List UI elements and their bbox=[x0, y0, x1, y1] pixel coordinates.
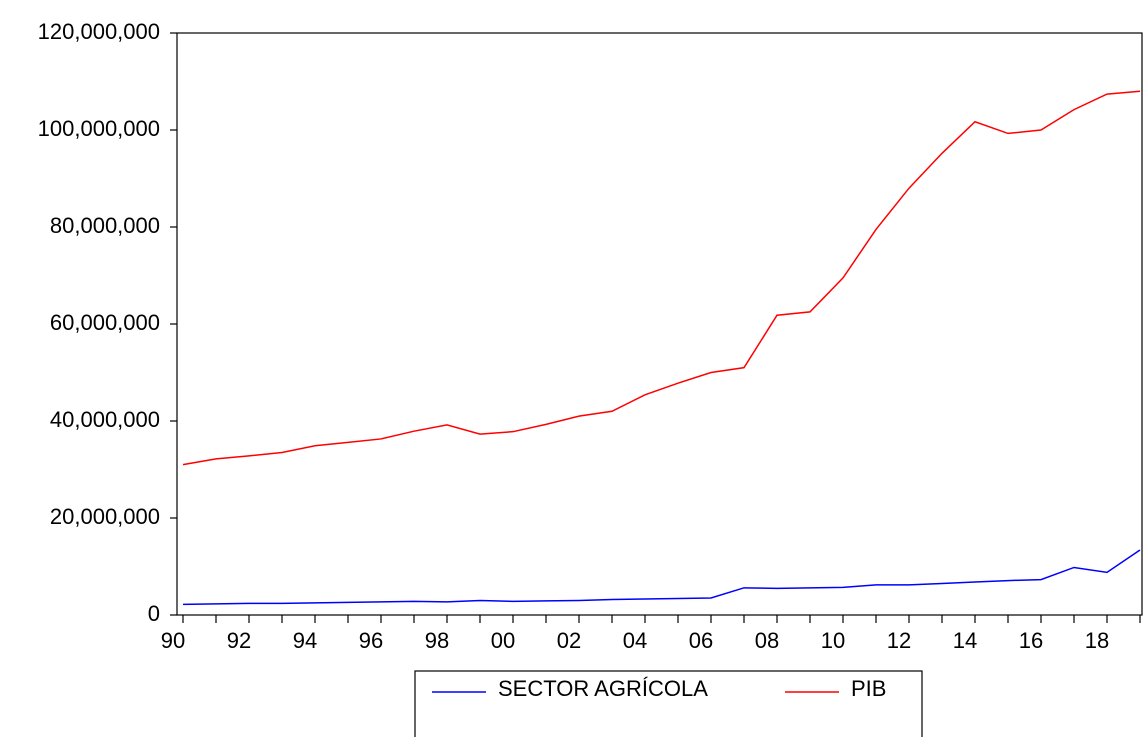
x-tick-label: 06 bbox=[689, 628, 713, 653]
y-tick-label: 120,000,000 bbox=[38, 19, 160, 44]
y-tick-label: 40,000,000 bbox=[50, 407, 160, 432]
legend-label: SECTOR AGRÍCOLA bbox=[498, 676, 708, 701]
x-tick-label: 92 bbox=[227, 628, 251, 653]
x-tick-label: 12 bbox=[887, 628, 911, 653]
plot-frame bbox=[176, 32, 1143, 616]
x-tick-label: 14 bbox=[953, 628, 977, 653]
y-tick-label: 60,000,000 bbox=[50, 310, 160, 335]
x-tick-label: 00 bbox=[491, 628, 515, 653]
x-tick-label: 10 bbox=[821, 628, 845, 653]
x-tick-label: 02 bbox=[557, 628, 581, 653]
x-tick-label: 96 bbox=[359, 628, 383, 653]
x-tick-label: 16 bbox=[1019, 628, 1043, 653]
x-tick-label: 18 bbox=[1085, 628, 1109, 653]
y-tick-label: 20,000,000 bbox=[50, 504, 160, 529]
legend-label: PIB bbox=[851, 676, 886, 701]
y-tick-label: 100,000,000 bbox=[38, 116, 160, 141]
series-line bbox=[182, 90, 1141, 466]
legend-box bbox=[414, 670, 923, 737]
series-line bbox=[182, 549, 1141, 606]
x-tick-label: 94 bbox=[293, 628, 317, 653]
x-tick-label: 04 bbox=[623, 628, 647, 653]
x-tick-label: 90 bbox=[161, 628, 185, 653]
y-tick-label: 80,000,000 bbox=[50, 213, 160, 238]
y-tick-label: 0 bbox=[148, 601, 160, 626]
x-tick-label: 98 bbox=[425, 628, 449, 653]
x-tick-label: 08 bbox=[755, 628, 779, 653]
